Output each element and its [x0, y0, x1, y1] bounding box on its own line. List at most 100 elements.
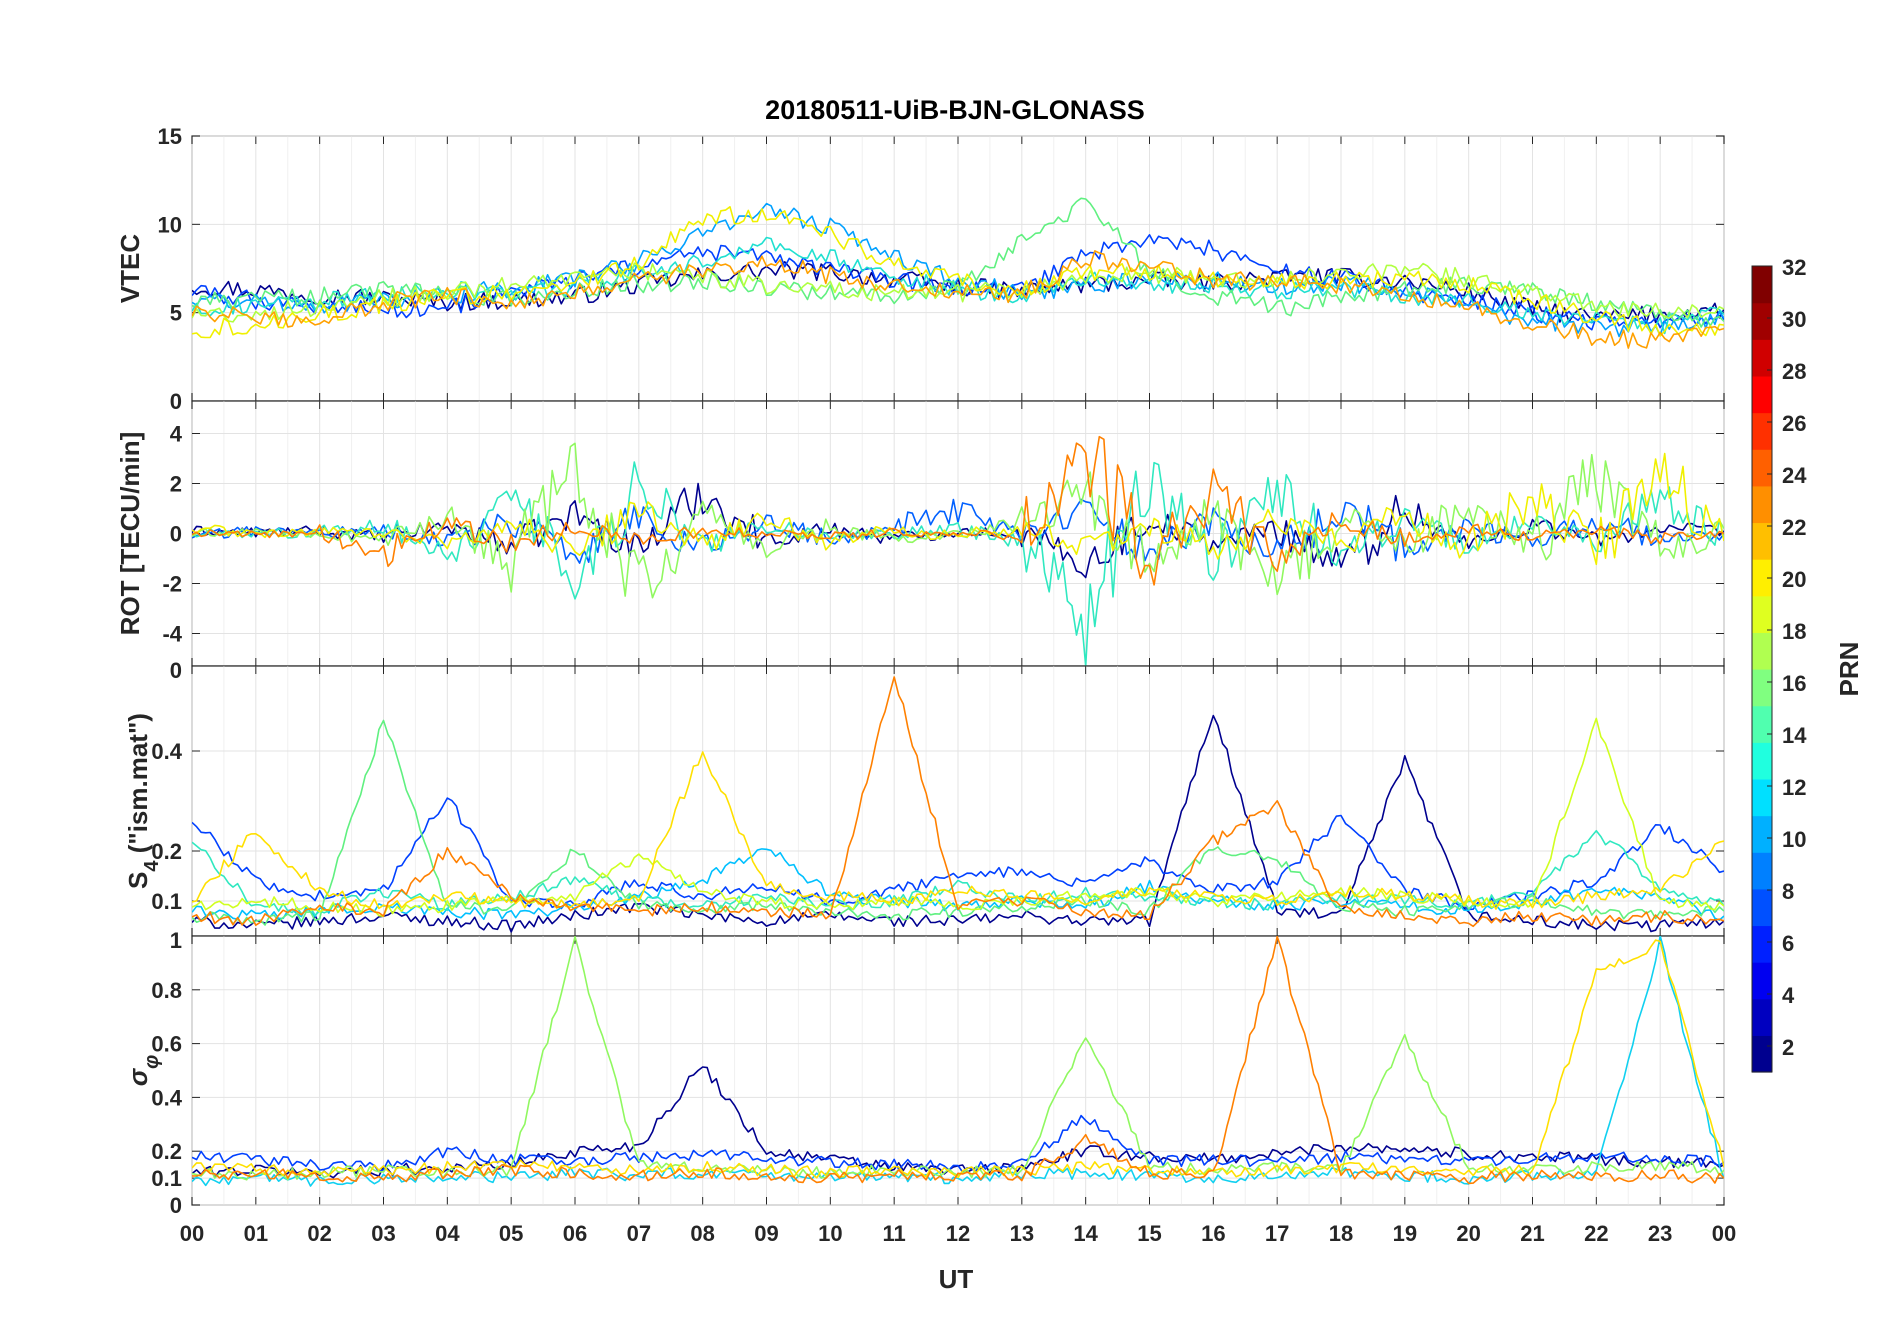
colorbar-segment [1752, 375, 1772, 414]
y-tick-label: 15 [158, 124, 182, 149]
colorbar-segment [1752, 595, 1772, 633]
colorbar-frame [1751, 265, 1773, 1073]
panel-rot-traces [192, 435, 1724, 666]
colorbar-tick-label: 20 [1782, 567, 1806, 592]
colorbar-segment [1752, 485, 1772, 524]
x-tick-label: 01 [244, 1221, 268, 1246]
series-line-prn-17 [192, 442, 1724, 599]
y-tick-label: 0.1 [151, 889, 182, 914]
colorbar-segment [1752, 962, 1772, 1000]
x-tick-label: 22 [1584, 1221, 1608, 1246]
colorbar-label: PRN [1834, 642, 1864, 697]
y-tick-label: 4 [170, 422, 183, 447]
x-tick-label: 21 [1520, 1221, 1544, 1246]
y-tick-label: 0.4 [151, 1085, 182, 1110]
y-axis-label: VTEC [115, 234, 145, 304]
colorbar-tick-label: 24 [1782, 463, 1807, 488]
colorbar-segment [1752, 266, 1772, 304]
x-tick-label: 13 [1010, 1221, 1034, 1246]
y-axis-label: S4 ("ism.mat") [123, 713, 163, 889]
x-tick-label: 18 [1329, 1221, 1353, 1246]
x-tick-label: 06 [563, 1221, 587, 1246]
series-line-prn-16 [192, 197, 1724, 328]
colorbar-segment [1752, 778, 1772, 817]
y-tick-label: 0.4 [151, 739, 182, 764]
panel-sigma_phi: 00.10.2 0.4 0.6 0.8 1 σφ 00 01 02 03 04 05 06 07 08 09 1… [123, 928, 1736, 1246]
colorbar-segment [1752, 522, 1772, 560]
x-tick-label: 20 [1456, 1221, 1480, 1246]
series-line-prn-24 [192, 936, 1724, 1185]
x-tick-label: 12 [946, 1221, 970, 1246]
colorbar-tick-label: 26 [1782, 411, 1806, 436]
y-tick-label: -2 [162, 572, 182, 597]
colorbar-segment [1752, 888, 1772, 927]
series-line-prn-2 [192, 482, 1724, 579]
colorbar-tick-label: 22 [1782, 515, 1806, 540]
x-tick-label: 02 [307, 1221, 331, 1246]
x-tick-label: 15 [1137, 1221, 1161, 1246]
x-tick-label: 10 [818, 1221, 842, 1246]
y-tick-label: 10 [158, 212, 182, 237]
colorbar-tick-label: 8 [1782, 879, 1794, 904]
x-tick-label: 17 [1265, 1221, 1289, 1246]
y-tick-label: 0.2 [151, 839, 182, 864]
series-line-prn-2 [192, 714, 1724, 933]
x-tick-label: 19 [1393, 1221, 1417, 1246]
series-line-prn-24 [192, 435, 1724, 586]
x-tick-label: 07 [627, 1221, 651, 1246]
panel-sigma_phi-traces [192, 936, 1724, 1187]
colorbar-tick-label: 12 [1782, 775, 1806, 800]
colorbar-tick-label: 28 [1782, 359, 1806, 384]
panel-vtec-traces [192, 197, 1724, 349]
colorbar-tick-label: 4 [1782, 983, 1795, 1008]
x-tick-label: 04 [435, 1221, 460, 1246]
y-tick-label-top: 1 [170, 928, 182, 953]
colorbar-segment [1752, 632, 1772, 670]
y-tick-label: 0.6 [151, 1032, 182, 1057]
colorbar-segment [1752, 559, 1772, 597]
colorbar-segment [1752, 412, 1772, 450]
colorbar-tick-label: 30 [1782, 307, 1806, 332]
series-line-prn-18 [192, 262, 1724, 323]
y-tick-label: 0.2 [151, 1139, 182, 1164]
colorbar-segment [1752, 669, 1772, 707]
y-axis-label: σφ [123, 1055, 163, 1086]
y-tick-label: 0.1 [151, 1166, 182, 1191]
series-line-prn-19 [192, 717, 1724, 918]
colorbar-tick-label: 14 [1782, 723, 1807, 748]
series-line-prn-14 [192, 829, 1724, 916]
colorbar-segment [1752, 925, 1772, 963]
series-line-prn-23 [192, 250, 1724, 349]
colorbar-tick-label: 2 [1782, 1035, 1794, 1060]
series-line-prn-6 [192, 1114, 1724, 1173]
series-line-prn-21 [192, 751, 1724, 910]
panel-vtec: 0 5 10 15 VTEC [115, 124, 1725, 414]
x-tick-label: 08 [690, 1221, 714, 1246]
colorbar-segment [1752, 815, 1772, 853]
colorbar-segment [1752, 705, 1772, 743]
colorbar-tick-label: 16 [1782, 671, 1806, 696]
colorbar-tick-label: 32 [1782, 255, 1806, 280]
x-tick-label: 00 [180, 1221, 204, 1246]
panel-rot: -4 -2 0 2 4 ROT [TECU/min] [115, 400, 1725, 667]
colorbar-tick-label: 6 [1782, 931, 1794, 956]
x-tick-label: 23 [1648, 1221, 1672, 1246]
colorbar-segment [1752, 852, 1772, 890]
x-tick-label: 05 [499, 1221, 523, 1246]
y-tick-label: 0 [170, 522, 182, 547]
series-line-prn-20 [192, 206, 1724, 339]
y-tick-label: 0 [170, 1193, 182, 1218]
x-tick-label: 16 [1201, 1221, 1225, 1246]
y-tick-label: 5 [170, 301, 182, 326]
x-tick-label: 14 [1073, 1221, 1098, 1246]
colorbar-tick-label: 10 [1782, 827, 1806, 852]
colorbar-segment [1752, 742, 1772, 780]
series-line-prn-17 [192, 936, 1724, 1181]
y-axis-label: ROT [TECU/min] [115, 432, 145, 636]
chart-title: 20180511-UiB-BJN-GLONASS [765, 95, 1145, 125]
x-tick-label: 00 [1712, 1221, 1736, 1246]
y-tick-label: -4 [162, 622, 182, 647]
